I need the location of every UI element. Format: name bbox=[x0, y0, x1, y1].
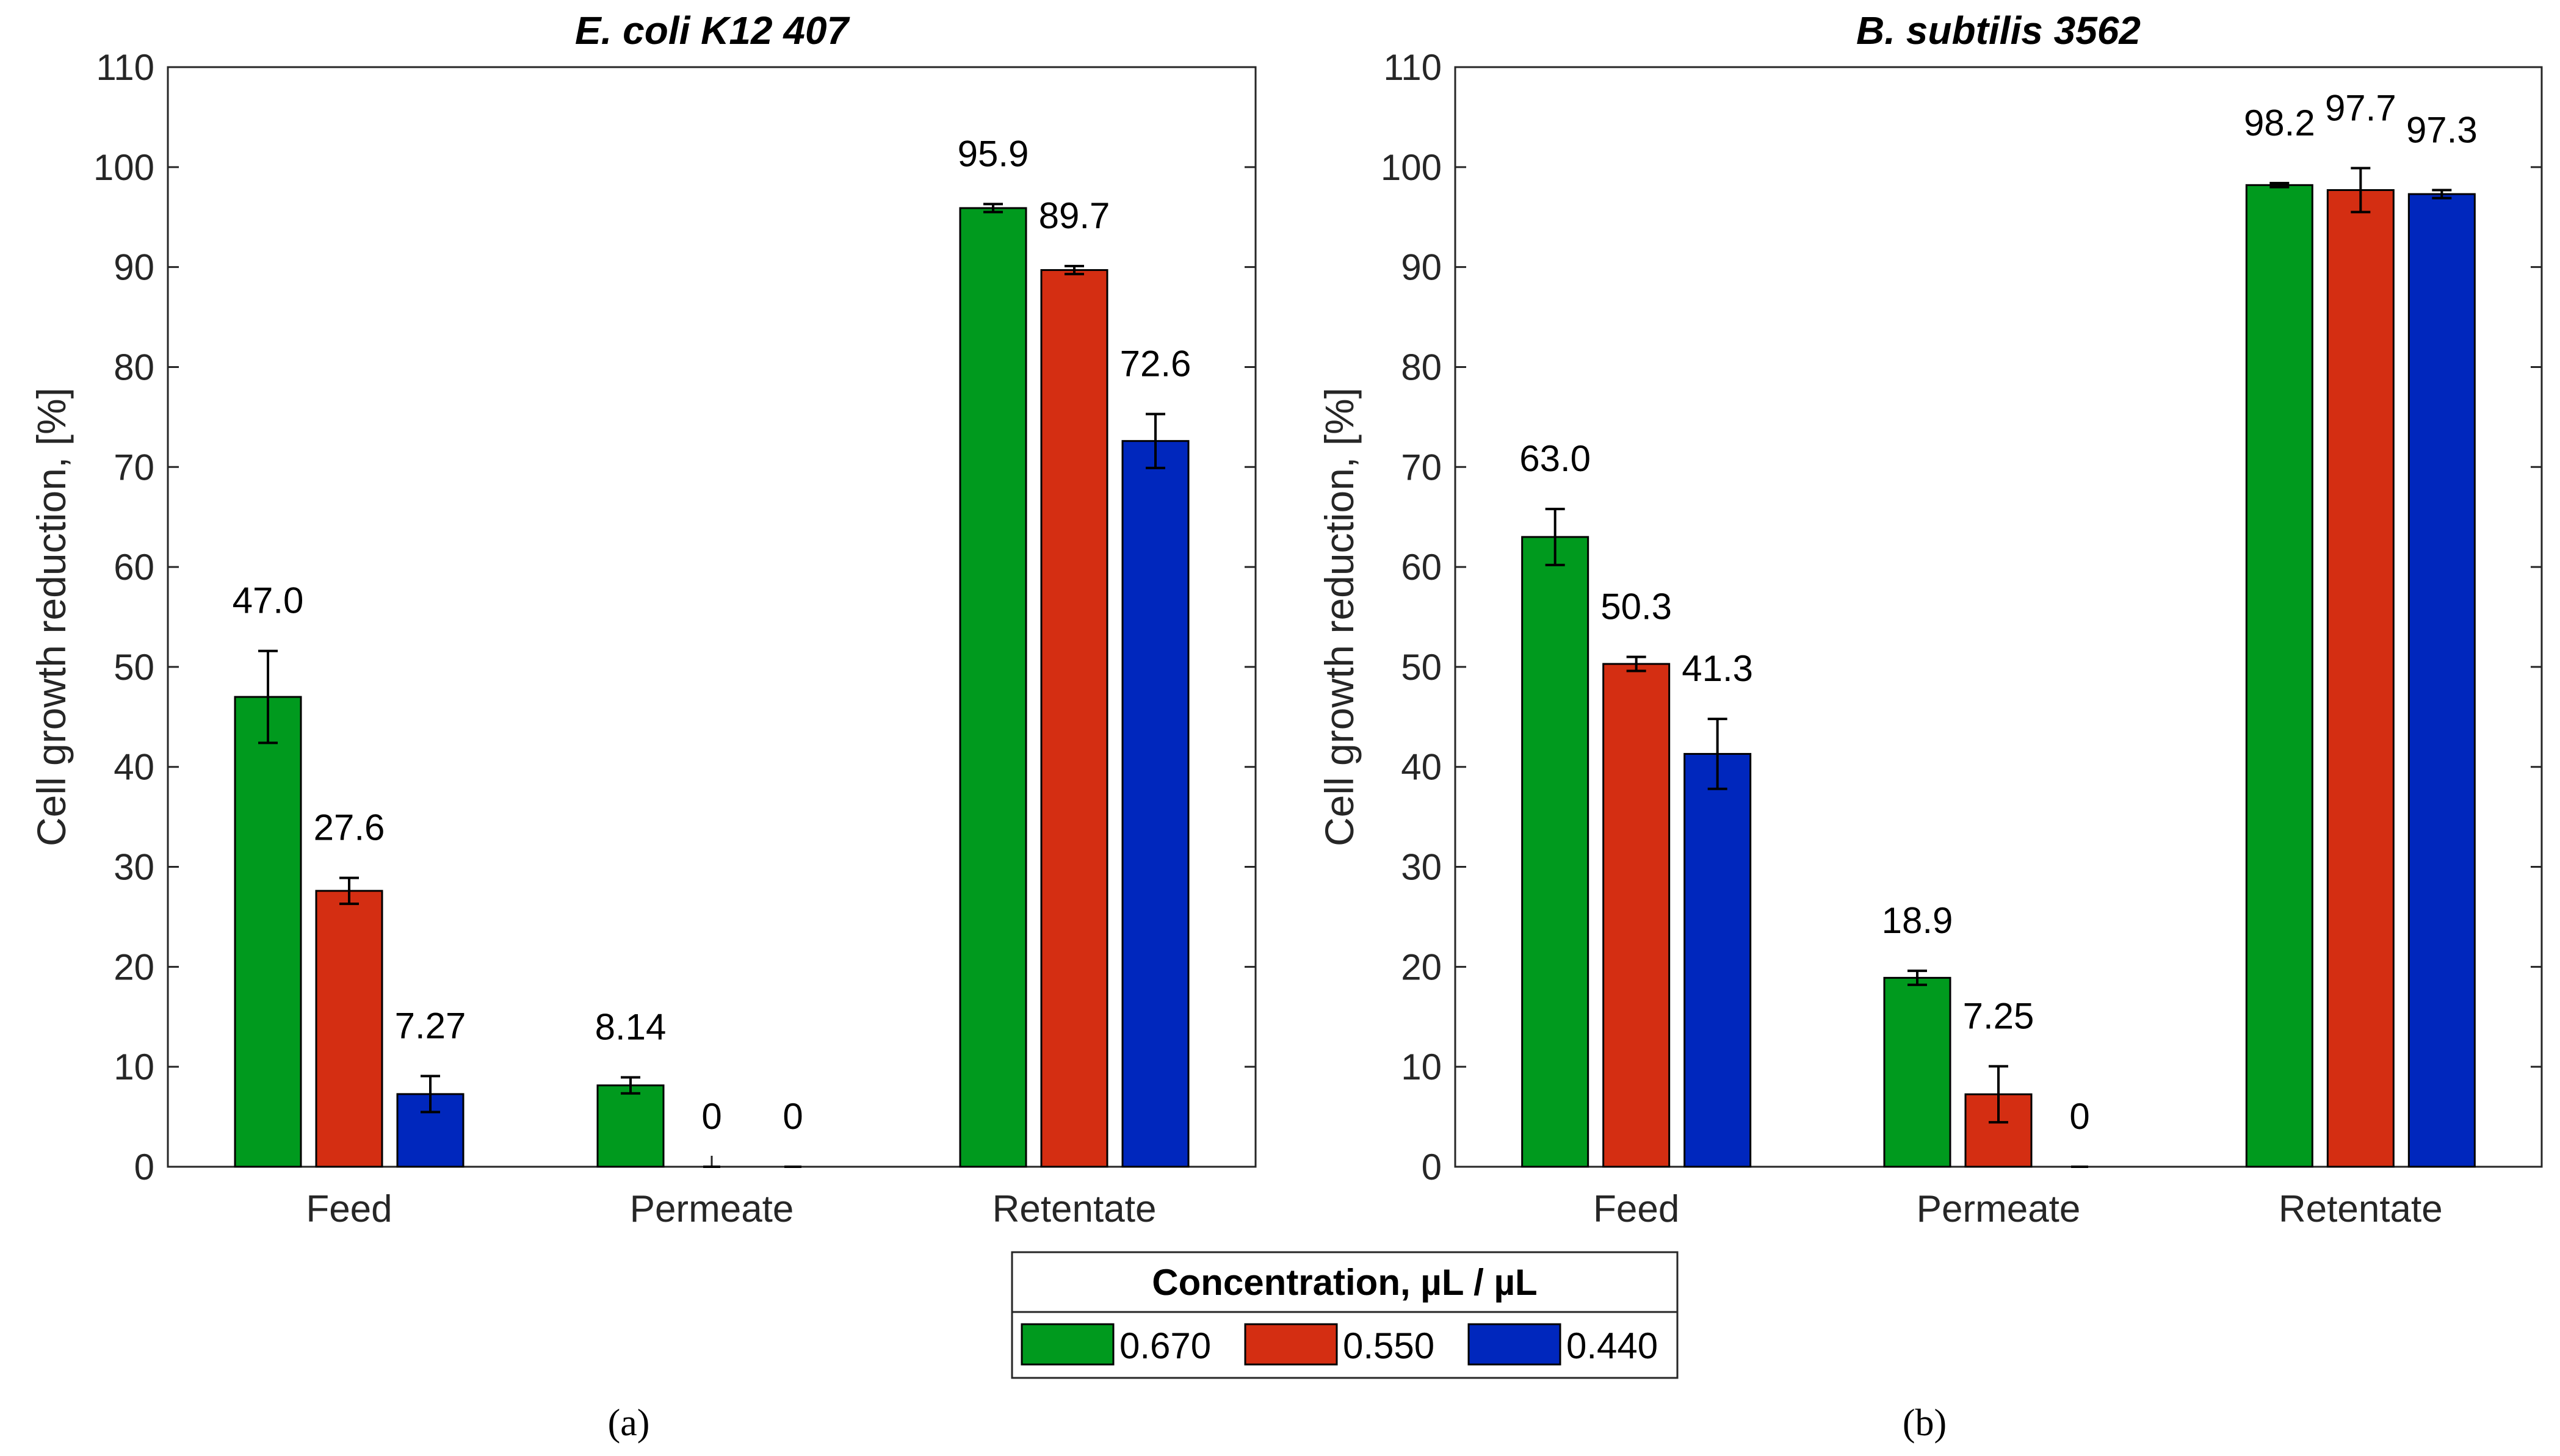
data-label: 0 bbox=[701, 1096, 721, 1137]
subfigure-label-a: (a) bbox=[608, 1402, 650, 1444]
x-tick-label: Feed bbox=[306, 1188, 392, 1230]
bar bbox=[2326, 189, 2395, 1168]
y-tick-label: 60 bbox=[1401, 547, 1442, 588]
legend-label-0440: 0.440 bbox=[1566, 1325, 1658, 1366]
data-label: 0 bbox=[2069, 1096, 2089, 1137]
data-label: 7.27 bbox=[395, 1005, 466, 1046]
y-tick-label: 30 bbox=[114, 847, 154, 888]
legend-box bbox=[1011, 1251, 1679, 1379]
chart-title: E. coli K12 407 bbox=[575, 9, 851, 52]
y-tick-label: 40 bbox=[1401, 747, 1442, 788]
panel-ecoli: 0 10 20 30 40 50 60 70 80 90 100 110 Feed Permeate Ret… bbox=[29, 9, 1257, 1230]
data-label: 98.2 bbox=[2244, 103, 2315, 143]
data-label: 7.25 bbox=[1963, 995, 2034, 1036]
bar bbox=[596, 1084, 665, 1168]
bar bbox=[1602, 663, 1671, 1168]
y-axis-label: Cell growth reduction, [%] bbox=[29, 387, 74, 846]
legend: Concentration, µL / µL 0.670 0.550 0.440 bbox=[1011, 1251, 1679, 1379]
legend-label-0670: 0.670 bbox=[1119, 1325, 1211, 1366]
y-tick-label: 10 bbox=[114, 1047, 154, 1087]
bar bbox=[959, 207, 1027, 1168]
data-label: 41.3 bbox=[1682, 648, 1753, 689]
data-label: 97.3 bbox=[2406, 109, 2478, 150]
data-label: 95.9 bbox=[958, 133, 1029, 174]
y-tick-label: 90 bbox=[1401, 247, 1442, 288]
bar bbox=[2245, 184, 2313, 1168]
bar bbox=[1121, 440, 1190, 1168]
data-label: 97.7 bbox=[2325, 87, 2396, 128]
y-tick-label: 20 bbox=[114, 946, 154, 987]
chart-title: B. subtilis 3562 bbox=[1856, 9, 2141, 52]
data-label: 47.0 bbox=[233, 580, 304, 621]
bar bbox=[315, 890, 383, 1168]
x-tick-label: Permeate bbox=[630, 1188, 794, 1230]
y-tick-label: 100 bbox=[1381, 147, 1442, 188]
bar bbox=[2407, 193, 2476, 1168]
y-tick-label: 110 bbox=[96, 47, 154, 88]
y-tick-label: 20 bbox=[1401, 946, 1442, 987]
y-tick-label: 90 bbox=[114, 247, 154, 288]
y-tick-label: 50 bbox=[114, 647, 154, 688]
legend-swatch-0550 bbox=[1244, 1323, 1338, 1366]
subfigure-label-b: (b) bbox=[1903, 1402, 1947, 1444]
y-tick-label: 0 bbox=[134, 1147, 154, 1188]
y-tick-label: 40 bbox=[114, 747, 154, 788]
x-tick-label: Retentate bbox=[2279, 1188, 2443, 1230]
y-axis-label: Cell growth reduction, [%] bbox=[1317, 387, 1362, 846]
y-tick-label: 100 bbox=[93, 147, 154, 188]
bar bbox=[1521, 536, 1589, 1168]
bar bbox=[1883, 976, 1951, 1168]
legend-swatch-0670 bbox=[1021, 1323, 1115, 1366]
data-label: 89.7 bbox=[1039, 195, 1110, 236]
y-tick-label: 80 bbox=[114, 347, 154, 387]
data-label: 63.0 bbox=[1519, 438, 1591, 479]
x-tick-label: Retentate bbox=[993, 1188, 1157, 1230]
y-tick-label: 70 bbox=[1401, 447, 1442, 488]
y-tick-label: 50 bbox=[1401, 647, 1442, 688]
data-label: 18.9 bbox=[1882, 900, 1953, 941]
y-tick-label: 80 bbox=[1401, 347, 1442, 387]
data-label: 27.6 bbox=[314, 807, 385, 848]
y-tick-label: 10 bbox=[1401, 1047, 1442, 1087]
x-tick-label: Feed bbox=[1593, 1188, 1679, 1230]
y-tick-label: 70 bbox=[114, 447, 154, 488]
y-tick-label: 30 bbox=[1401, 847, 1442, 888]
x-tick-label: Permeate bbox=[1917, 1188, 2081, 1230]
data-label: 50.3 bbox=[1600, 586, 1672, 627]
legend-label-0550: 0.550 bbox=[1343, 1325, 1434, 1366]
legend-swatch-0440 bbox=[1467, 1323, 1561, 1366]
panel-bsubtilis: 0 10 20 30 40 50 60 70 80 90 100 110 Feed Permeate Ret… bbox=[1317, 9, 2543, 1230]
y-tick-label: 60 bbox=[114, 547, 154, 588]
data-label: 8.14 bbox=[595, 1007, 667, 1048]
y-tick-label: 0 bbox=[1422, 1147, 1442, 1188]
data-label: 72.6 bbox=[1120, 343, 1191, 384]
bar bbox=[1683, 752, 1752, 1168]
bar bbox=[234, 696, 302, 1168]
legend-title: Concentration, µL / µL bbox=[1152, 1262, 1537, 1303]
data-label: 0 bbox=[783, 1096, 803, 1137]
bar bbox=[1040, 269, 1108, 1168]
y-tick-label: 110 bbox=[1383, 47, 1442, 88]
